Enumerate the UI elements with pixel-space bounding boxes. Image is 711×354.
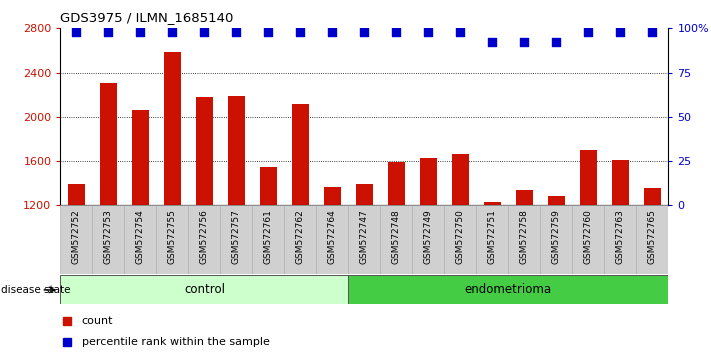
Point <box>71 29 82 35</box>
Bar <box>92 205 124 274</box>
Text: GSM572751: GSM572751 <box>488 209 497 264</box>
Text: GSM572763: GSM572763 <box>616 209 625 264</box>
Text: GSM572764: GSM572764 <box>328 209 337 263</box>
Bar <box>604 205 636 274</box>
Text: GSM572753: GSM572753 <box>104 209 113 264</box>
Point <box>550 40 562 45</box>
Text: control: control <box>184 284 225 296</box>
Point <box>455 29 466 35</box>
Point <box>326 29 338 35</box>
Text: percentile rank within the sample: percentile rank within the sample <box>82 337 269 347</box>
Text: GSM572747: GSM572747 <box>360 209 369 263</box>
Text: GSM572765: GSM572765 <box>648 209 657 264</box>
Bar <box>636 205 668 274</box>
Point <box>198 29 210 35</box>
Bar <box>260 167 277 205</box>
Bar <box>132 110 149 205</box>
Point <box>647 29 658 35</box>
Text: GSM572748: GSM572748 <box>392 209 401 263</box>
Text: GSM572760: GSM572760 <box>584 209 593 264</box>
Bar <box>356 184 373 205</box>
Point <box>614 29 626 35</box>
Text: GSM572754: GSM572754 <box>136 209 145 263</box>
Bar <box>643 188 661 205</box>
Bar <box>483 202 501 205</box>
Bar <box>220 205 252 274</box>
Bar <box>547 196 565 205</box>
Point <box>294 29 306 35</box>
Text: GSM572759: GSM572759 <box>552 209 561 264</box>
Bar <box>252 205 284 274</box>
Bar <box>419 158 437 205</box>
Bar <box>100 82 117 205</box>
Point <box>391 29 402 35</box>
Point <box>135 29 146 35</box>
Text: GSM572755: GSM572755 <box>168 209 177 264</box>
Point <box>230 29 242 35</box>
Text: disease state: disease state <box>1 285 70 295</box>
Text: GSM572762: GSM572762 <box>296 209 305 263</box>
Bar <box>348 205 380 274</box>
Text: GSM572749: GSM572749 <box>424 209 433 263</box>
Point <box>518 40 530 45</box>
Point <box>583 29 594 35</box>
Point <box>358 29 370 35</box>
Bar <box>228 96 245 205</box>
Bar <box>324 187 341 205</box>
Bar <box>60 275 348 304</box>
Text: GSM572757: GSM572757 <box>232 209 241 264</box>
Bar <box>292 103 309 205</box>
Bar <box>579 150 597 205</box>
Text: GSM572758: GSM572758 <box>520 209 529 264</box>
Bar <box>444 205 476 274</box>
Text: GSM572761: GSM572761 <box>264 209 273 264</box>
Point <box>262 29 274 35</box>
Bar <box>508 205 540 274</box>
Bar <box>156 205 188 274</box>
Bar <box>540 205 572 274</box>
Bar <box>387 162 405 205</box>
Bar <box>188 205 220 274</box>
Text: GSM572752: GSM572752 <box>72 209 81 263</box>
Bar <box>164 52 181 205</box>
Bar <box>348 275 668 304</box>
Bar <box>196 97 213 205</box>
Text: GSM572756: GSM572756 <box>200 209 209 264</box>
Point <box>486 40 498 45</box>
Bar <box>124 205 156 274</box>
Bar <box>68 184 85 205</box>
Bar <box>316 205 348 274</box>
Bar <box>380 205 412 274</box>
Bar <box>60 205 92 274</box>
Text: count: count <box>82 316 113 326</box>
Bar <box>611 160 629 205</box>
Bar <box>451 154 469 205</box>
Bar <box>284 205 316 274</box>
Point <box>103 29 114 35</box>
Point <box>422 29 434 35</box>
Bar <box>412 205 444 274</box>
Text: endometrioma: endometrioma <box>465 284 552 296</box>
Point <box>166 29 178 35</box>
Bar <box>515 190 533 205</box>
Bar <box>572 205 604 274</box>
Text: GSM572750: GSM572750 <box>456 209 465 264</box>
Text: GDS3975 / ILMN_1685140: GDS3975 / ILMN_1685140 <box>60 11 234 24</box>
Bar <box>476 205 508 274</box>
